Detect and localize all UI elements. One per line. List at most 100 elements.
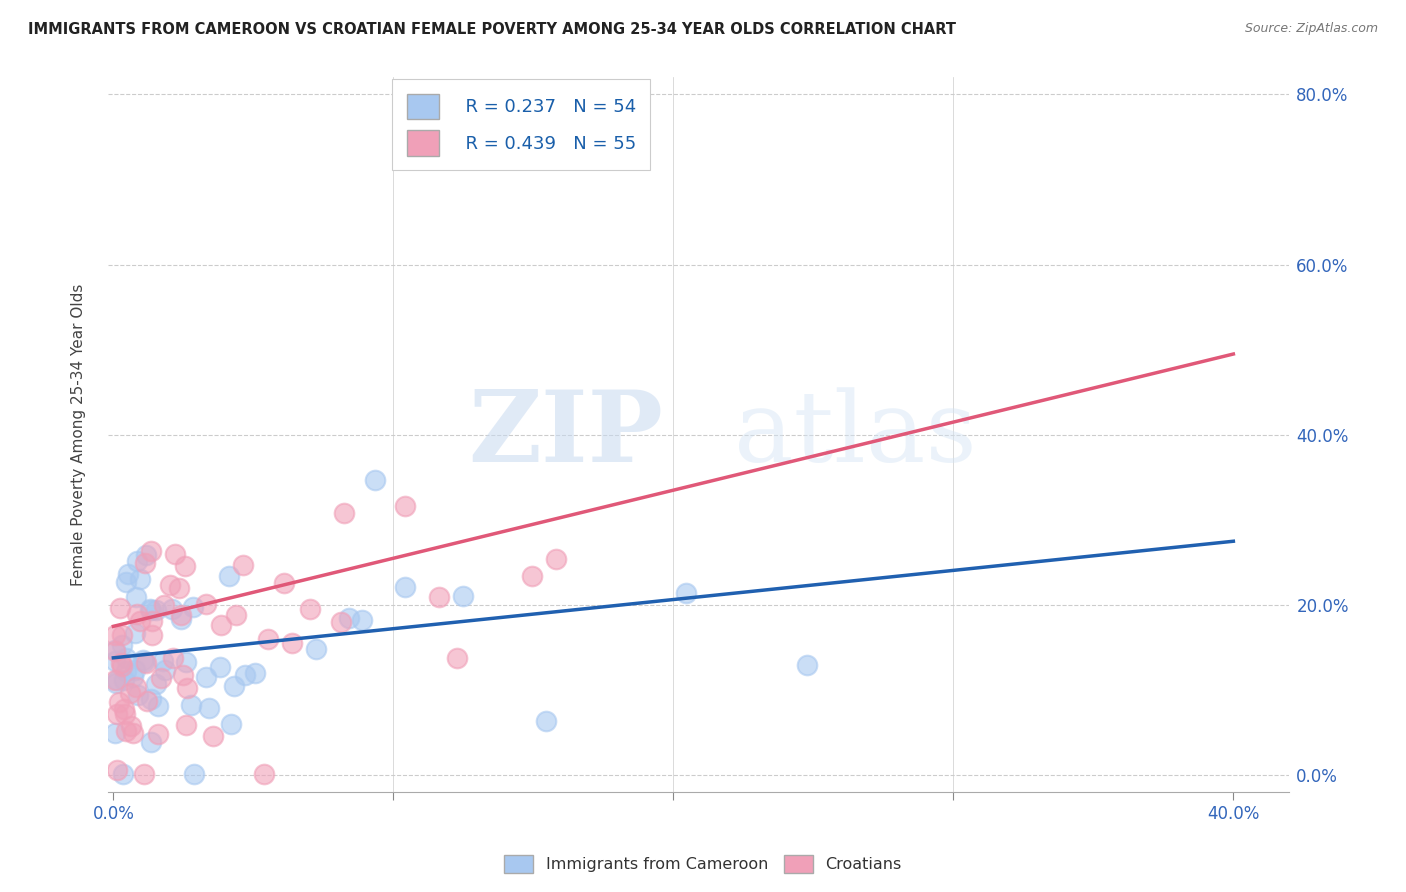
Point [281,636,304,650]
Point [446,650,468,665]
Point [245,666,267,681]
Point [256,632,278,646]
Point [232,558,254,572]
Point [139,692,162,706]
Point [145,603,167,617]
Point [139,602,162,616]
Point [118,686,141,700]
Point [394,580,416,594]
Point [225,608,247,623]
Point [305,642,328,657]
Point [153,598,176,612]
Point [170,612,193,626]
Point [153,663,176,677]
Point [333,506,356,520]
Point [394,499,416,513]
Point [104,725,127,739]
Point [104,653,127,667]
Point [427,591,450,605]
Point [127,554,149,568]
Point [120,719,142,733]
Point [675,586,697,600]
Legend: Immigrants from Cameroon, Croatians: Immigrants from Cameroon, Croatians [498,848,908,880]
Point [105,706,128,721]
Point [148,727,170,741]
Point [105,763,128,777]
Point [124,663,146,677]
Point [174,718,197,732]
Point [796,657,818,672]
Text: atlas: atlas [734,387,977,483]
Point [181,600,204,615]
Point [160,602,183,616]
Point [174,656,197,670]
Point [352,613,374,627]
Point [125,680,148,694]
Point [135,548,157,562]
Text: IMMIGRANTS FROM CAMEROON VS CROATIAN FEMALE POVERTY AMONG 25-34 YEAR OLDS CORREL: IMMIGRANTS FROM CAMEROON VS CROATIAN FEM… [28,22,956,37]
Point [129,572,152,586]
Point [364,474,387,488]
Point [104,644,127,658]
Legend:   R = 0.237   N = 54,   R = 0.439   N = 55: R = 0.237 N = 54, R = 0.439 N = 55 [392,79,651,170]
Point [111,658,134,673]
Point [299,602,322,616]
Point [141,735,163,749]
Point [110,628,132,642]
Point [201,729,224,743]
Point [125,590,148,604]
Point [117,567,139,582]
Y-axis label: Female Poverty Among 25-34 Year Olds: Female Poverty Among 25-34 Year Olds [72,284,86,586]
Point [104,627,127,641]
Point [105,673,128,688]
Point [104,676,127,690]
Point [108,695,131,709]
Text: ZIP: ZIP [468,386,664,483]
Point [209,618,232,632]
Point [115,664,138,678]
Point [114,707,136,722]
Point [174,559,197,574]
Point [141,603,163,617]
Text: Source: ZipAtlas.com: Source: ZipAtlas.com [1244,22,1378,36]
Point [253,767,276,781]
Point [159,578,181,592]
Point [108,600,131,615]
Point [128,614,150,628]
Point [110,656,132,670]
Point [222,680,245,694]
Point [149,671,172,685]
Point [176,681,198,696]
Point [114,651,136,665]
Point [124,626,146,640]
Point [451,589,474,603]
Point [139,544,162,558]
Point [122,725,145,739]
Point [141,614,163,628]
Point [167,581,190,595]
Point [546,552,568,566]
Point [209,660,232,674]
Point [134,655,156,669]
Point [198,700,221,714]
Point [115,574,138,589]
Point [183,767,205,781]
Point [337,611,360,625]
Point [165,547,187,561]
Point [122,670,145,684]
Point [534,714,557,728]
Point [194,670,217,684]
Point [141,628,163,642]
Point [195,597,218,611]
Point [127,607,149,622]
Point [134,767,156,781]
Point [162,651,184,665]
Point [104,673,127,687]
Point [145,676,167,690]
Point [152,654,174,668]
Point [330,615,353,629]
Point [127,688,149,702]
Point [132,653,155,667]
Point [273,575,295,590]
Point [136,694,159,708]
